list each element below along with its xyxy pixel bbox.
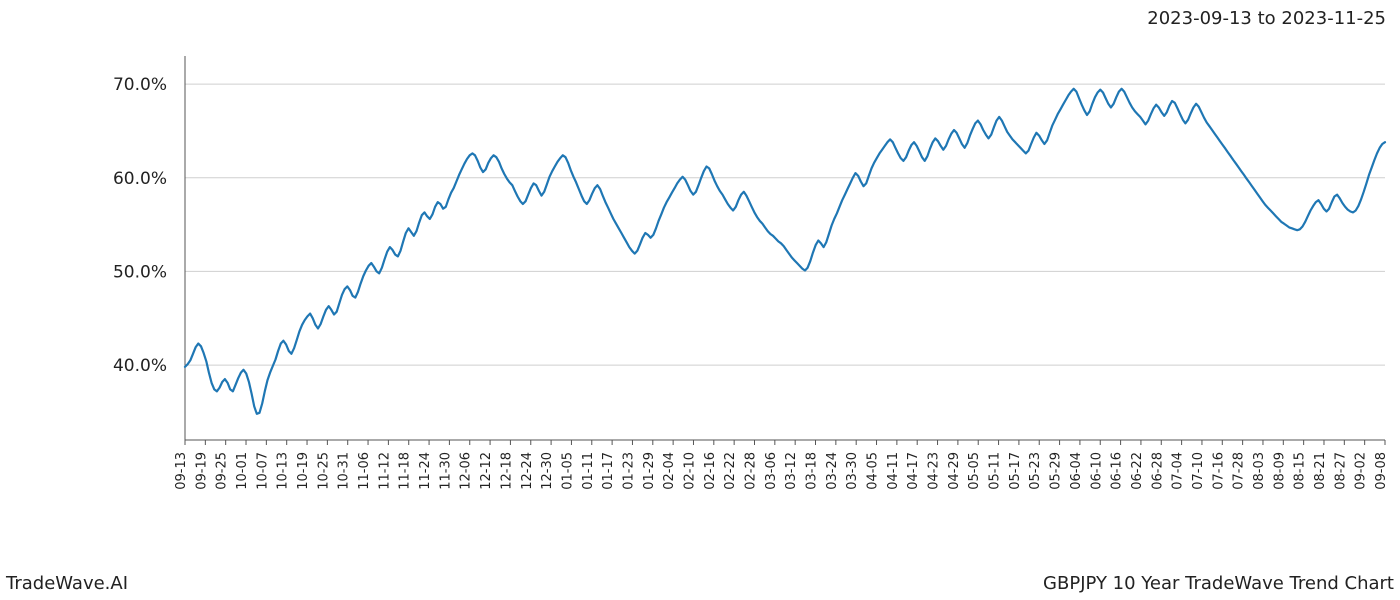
y-tick-label: 60.0%: [113, 169, 167, 189]
x-tick-label: 01-11: [581, 452, 596, 490]
x-tick-label: 12-24: [520, 452, 535, 490]
y-tick-label: 40.0%: [113, 356, 167, 376]
x-tick-label: 03-06: [764, 452, 779, 490]
x-tick-label: 02-10: [682, 452, 697, 490]
x-tick-label: 03-18: [805, 452, 820, 490]
x-tick-label: 04-29: [947, 452, 962, 490]
x-tick-label: 09-19: [194, 452, 209, 490]
x-tick-label: 04-11: [886, 452, 901, 490]
x-tick-label: 01-17: [601, 452, 616, 490]
x-tick-label: 05-11: [988, 452, 1003, 490]
x-tick-label: 02-16: [703, 452, 718, 490]
x-tick-label: 11-06: [357, 452, 372, 490]
x-tick-label: 06-28: [1150, 452, 1165, 490]
x-tick-label: 12-30: [540, 452, 555, 490]
x-tick-label: 04-23: [927, 452, 942, 490]
x-tick-label: 02-04: [662, 452, 677, 490]
x-tick-label: 08-09: [1272, 452, 1287, 490]
x-tick-label: 12-18: [499, 452, 514, 490]
x-tick-label: 01-05: [560, 452, 575, 490]
x-tick-label: 06-22: [1130, 452, 1145, 490]
x-tick-label: 10-25: [316, 452, 331, 490]
x-tick-label: 02-28: [743, 452, 758, 490]
x-tick-label: 03-30: [845, 452, 860, 490]
x-tick-label: 12-06: [459, 452, 474, 490]
x-tick-label: 07-28: [1232, 452, 1247, 490]
x-tick-label: 06-04: [1069, 452, 1084, 490]
x-tick-label: 03-12: [784, 452, 799, 490]
x-tick-label: 05-17: [1008, 452, 1023, 490]
x-tick-label: 11-24: [418, 452, 433, 490]
x-tick-label: 05-23: [1028, 452, 1043, 490]
x-tick-label: 03-24: [825, 452, 840, 490]
x-tick-label: 06-16: [1110, 452, 1125, 490]
x-tick-label: 08-03: [1252, 452, 1267, 490]
x-tick-label: 04-17: [906, 452, 921, 490]
x-tick-label: 12-12: [479, 452, 494, 490]
x-tick-label: 01-23: [621, 452, 636, 490]
x-tick-label: 11-12: [377, 452, 392, 490]
x-tick-label: 08-27: [1333, 452, 1348, 490]
x-tick-label: 08-15: [1293, 452, 1308, 490]
x-tick-label: 06-10: [1089, 452, 1104, 490]
x-tick-label: 04-05: [866, 452, 881, 490]
chart-title-label: GBPJPY 10 Year TradeWave Trend Chart: [1043, 573, 1394, 594]
x-tick-label: 02-22: [723, 452, 738, 490]
trend-chart: 40.0% 50.0% 60.0% 70.0% 09-13 09-19 09-25 10-01…: [0, 40, 1400, 560]
x-tick-label: 11-30: [438, 452, 453, 490]
x-tick-label: 09-02: [1354, 452, 1369, 490]
x-tick-label: 10-07: [255, 452, 270, 490]
x-tick-label: 09-08: [1374, 452, 1389, 490]
x-tick-label: 01-29: [642, 452, 657, 490]
x-tick-label: 08-21: [1313, 452, 1328, 490]
x-tick-label: 10-13: [276, 452, 291, 490]
x-tick-label: 11-18: [398, 452, 413, 490]
y-tick-label: 50.0%: [113, 262, 167, 282]
x-tick-label: 09-13: [174, 452, 189, 490]
x-tick-label: 07-04: [1171, 452, 1186, 490]
x-tick-label: 07-16: [1211, 452, 1226, 490]
y-tick-label: 70.0%: [113, 75, 167, 95]
x-tick-label: 09-25: [215, 452, 230, 490]
x-tick-label: 07-10: [1191, 452, 1206, 490]
x-tick-label: 10-01: [235, 452, 250, 490]
x-tick-label: 05-29: [1049, 452, 1064, 490]
date-range-label: 2023-09-13 to 2023-11-25: [1147, 8, 1386, 29]
brand-label: TradeWave.AI: [6, 573, 128, 594]
x-tick-label: 05-05: [967, 452, 982, 490]
x-tick-label: 10-19: [296, 452, 311, 490]
x-tick-label: 10-31: [337, 452, 352, 490]
